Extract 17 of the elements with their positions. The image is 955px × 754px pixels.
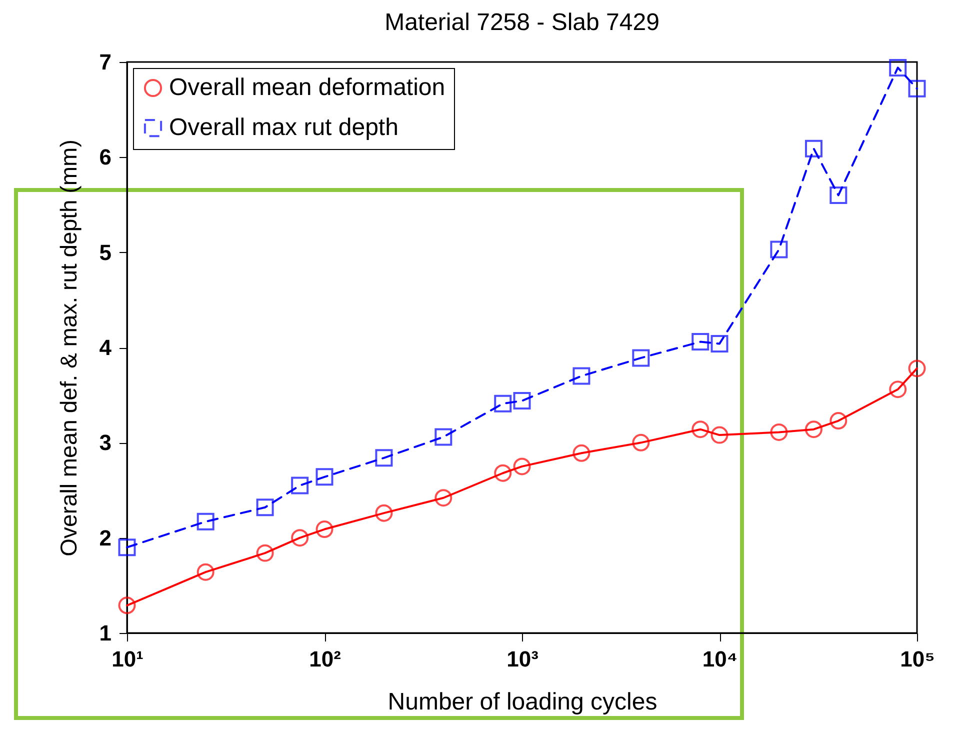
x-axis-title: Number of loading cycles: [388, 688, 658, 716]
y-tick-label: 5: [99, 240, 112, 265]
x-tick-label: 10¹: [112, 646, 144, 672]
y-tick-label: 2: [99, 525, 112, 550]
legend-label: Overall max rut depth: [169, 114, 398, 141]
y-axis-title: Overall mean def. & max. rut depth (mm): [55, 140, 82, 556]
y-tick-label: 7: [99, 50, 112, 74]
x-tick-label: 10²: [309, 646, 341, 672]
legend-label: Overall mean deformation: [169, 74, 446, 101]
y-tick-label: 1: [99, 620, 112, 646]
x-tick-label: 10³: [506, 646, 538, 672]
chart-title: Material 7258 - Slab 7429: [384, 9, 660, 36]
x-tick-label: 10⁴: [702, 646, 738, 672]
y-tick-label: 3: [99, 430, 112, 456]
y-tick-label: 6: [99, 144, 112, 170]
x-tick-label: 10⁵: [900, 646, 935, 672]
y-tick-label: 4: [99, 335, 112, 360]
